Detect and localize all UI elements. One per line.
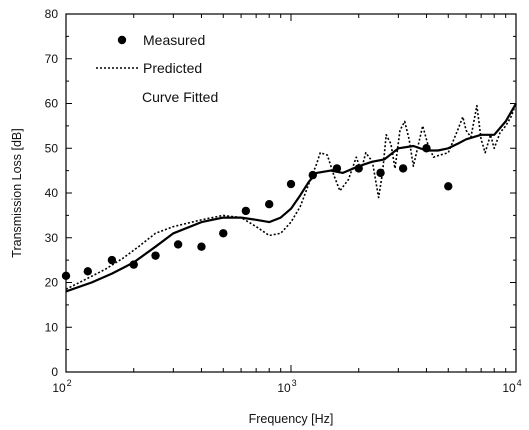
y-tick-label: 60 [45,97,59,111]
x-axis-label: Frequency [Hz] [249,412,334,426]
measured-point [197,242,206,251]
y-tick-label: 50 [45,141,59,155]
y-axis-label: Transmission Loss [dB] [10,128,24,257]
y-tick-label: 20 [45,276,59,290]
measured-point [241,206,251,216]
measured-point [107,255,117,265]
measured-point [219,229,228,238]
axis-ticks: 0 10 20 30 40 50 60 70 80 102 103 104 [45,7,522,395]
measured-point [398,164,408,173]
plot-area [61,102,517,293]
y-tick-label: 40 [45,186,59,200]
y-tick-label: 30 [45,231,59,245]
legend-label: Curve Fitted [142,89,218,105]
curve-fitted-line [65,102,517,293]
x-tick-label: 103 [277,378,296,395]
measured-point [308,170,318,180]
legend-marker-measured [117,35,127,45]
y-tick-label: 80 [45,7,59,21]
y-tick-label: 0 [51,365,58,379]
legend-label: Measured [143,32,205,48]
legend-label: Predicted [143,60,202,76]
y-tick-label: 10 [45,320,59,334]
measured-point [173,240,183,249]
predicted-line [65,103,517,290]
measured-point [444,182,453,191]
measured-point [83,267,93,276]
legend: Measured Predicted Curve Fitted [96,32,218,105]
measured-point [286,179,296,189]
y-tick-label: 70 [45,52,59,66]
x-tick-label: 104 [502,378,521,395]
x-tick-label: 102 [52,378,71,395]
measured-point [151,251,160,260]
measured-point [264,199,274,209]
